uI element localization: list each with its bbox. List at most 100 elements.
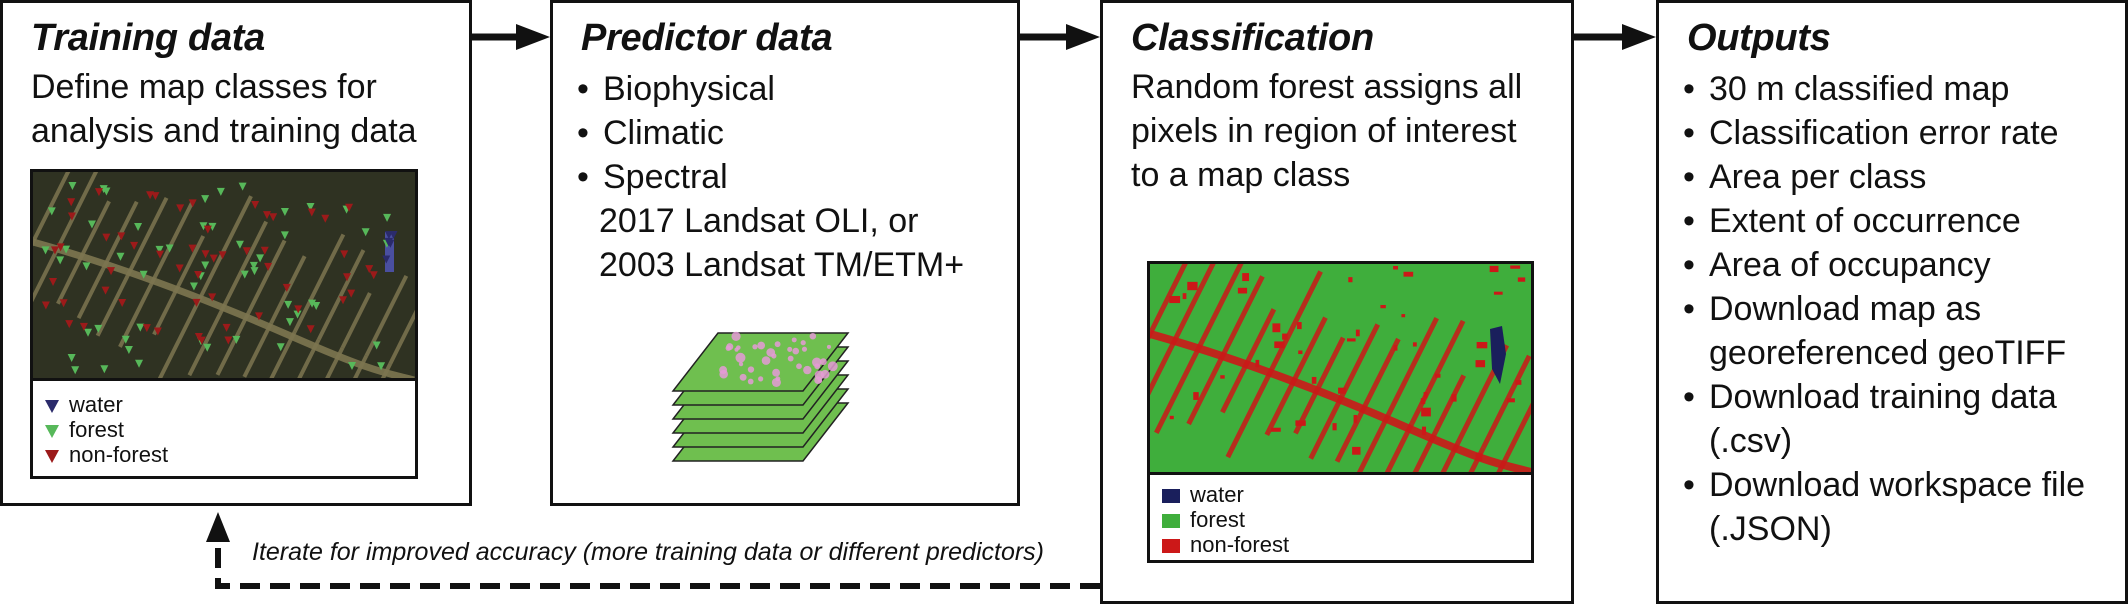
layer-texture: [814, 363, 821, 370]
non-forest-marker: [218, 251, 227, 260]
non-forest-marker: [176, 204, 185, 213]
non-forest-patch: [1451, 394, 1457, 402]
road-branch: [78, 200, 111, 260]
legend-item-water: water: [45, 393, 123, 417]
road-branch: [1171, 264, 1216, 344]
non-forest-patch: [1403, 271, 1414, 277]
legend-label: non-forest: [1190, 532, 1290, 557]
forest-marker: [240, 270, 249, 279]
forest-marker: [250, 267, 259, 276]
forest-marker: [87, 220, 96, 229]
forest-marker: [361, 228, 370, 237]
non-forest-patch: [1517, 277, 1526, 282]
road-branch: [1433, 374, 1466, 433]
output-item: Area per class: [1679, 155, 2085, 199]
forest-marker: [256, 254, 265, 263]
non-forest-patch: [1255, 359, 1260, 368]
forest-marker: [306, 203, 315, 212]
layer-texture: [787, 346, 793, 352]
predictor-data-title: Predictor data: [581, 17, 833, 59]
layer-texture: [757, 341, 766, 350]
non-forest-patch: [1393, 345, 1398, 351]
road-branch: [1412, 430, 1438, 472]
non-forest-marker: [117, 232, 126, 241]
non-forest-patch: [1435, 373, 1441, 378]
road-branch: [150, 201, 195, 284]
non-forest-marker: [340, 250, 349, 259]
forest-marker: [136, 323, 145, 332]
non-forest-marker: [263, 211, 272, 220]
non-forest-patch: [1421, 426, 1427, 436]
non-forest-patch: [1475, 360, 1486, 368]
non-forest-marker: [307, 208, 316, 217]
non-forest-marker: [209, 254, 218, 263]
training-legend: water forest non-forest: [33, 378, 415, 476]
predictor-data-box: Predictor data Biophysical Climatic Spec…: [550, 0, 1020, 506]
forest-marker: [189, 282, 198, 291]
non-forest-marker: [294, 305, 303, 314]
non-forest-marker: [130, 241, 139, 250]
classified-map: water forest non-forest: [1147, 261, 1534, 563]
road-branch: [1308, 397, 1343, 460]
legend-item-non-forest: non-forest: [1162, 533, 1289, 557]
output-item: Classification error rate: [1679, 111, 2085, 155]
forest-marker: [82, 262, 91, 271]
training-data-title: Training data: [31, 17, 265, 59]
water-marker: [384, 238, 393, 247]
non-forest-marker: [254, 312, 263, 321]
forest-marker: [308, 299, 317, 308]
layer-texture: [739, 373, 747, 381]
non-forest-patch: [1298, 350, 1303, 355]
layer-texture: [761, 356, 771, 365]
road-branch: [76, 265, 107, 319]
forest-marker: [124, 345, 133, 354]
non-forest-marker: [269, 213, 278, 222]
road-branch: [55, 172, 99, 252]
non-forest-marker: [365, 265, 374, 274]
non-forest-patch: [1348, 277, 1353, 283]
non-forest-patch: [1297, 322, 1302, 330]
road-branch: [316, 249, 366, 341]
non-forest-marker: [151, 192, 160, 201]
non-forest-patch: [1353, 414, 1358, 424]
non-forest-marker: [264, 262, 273, 271]
forest-marker: [139, 270, 148, 279]
forest-marker: [100, 365, 109, 374]
non-forest-marker: [208, 293, 217, 302]
outputs-box: Outputs 30 m classified map Classificati…: [1656, 0, 2128, 604]
non-forest-patch: [1311, 376, 1317, 384]
forest-marker: [377, 362, 386, 371]
legend-label: water: [1190, 482, 1244, 507]
predictor-item: Spectral: [573, 155, 775, 199]
non-forest-marker: [369, 271, 378, 280]
forest-marker: [284, 300, 293, 309]
non-forest-marker: [153, 327, 162, 336]
road-branch: [1220, 365, 1248, 414]
forest-marker: [56, 256, 65, 265]
classification-description: Random forest assigns all pixels in regi…: [1131, 68, 1523, 194]
forest-marker: [348, 361, 357, 370]
non-forest-marker: [101, 286, 110, 295]
forest-marker: [238, 182, 247, 191]
non-forest-marker: [282, 283, 291, 292]
road-branch: [1195, 264, 1244, 352]
non-forest-patch: [1242, 273, 1250, 282]
road-branch: [269, 330, 297, 378]
arrow-training-to-predictor: [472, 24, 550, 50]
layer-texture: [774, 341, 781, 348]
non-forest-marker: [201, 250, 210, 259]
legend-label: non-forest: [69, 442, 169, 467]
non-forest-marker: [41, 301, 50, 310]
road-branch: [269, 255, 307, 325]
forest-marker: [99, 185, 108, 194]
water-marker-icon: [45, 399, 59, 413]
forest-marker: [208, 222, 217, 231]
layer-texture: [736, 345, 741, 350]
water-marker: [382, 255, 391, 264]
classification-legend: water forest non-forest: [1150, 472, 1531, 560]
non-forest-marker: [192, 298, 201, 307]
road-branch: [1440, 438, 1462, 472]
non-forest-patch: [1220, 375, 1225, 379]
forest-marker: [276, 343, 285, 352]
road-branch: [1225, 373, 1272, 459]
